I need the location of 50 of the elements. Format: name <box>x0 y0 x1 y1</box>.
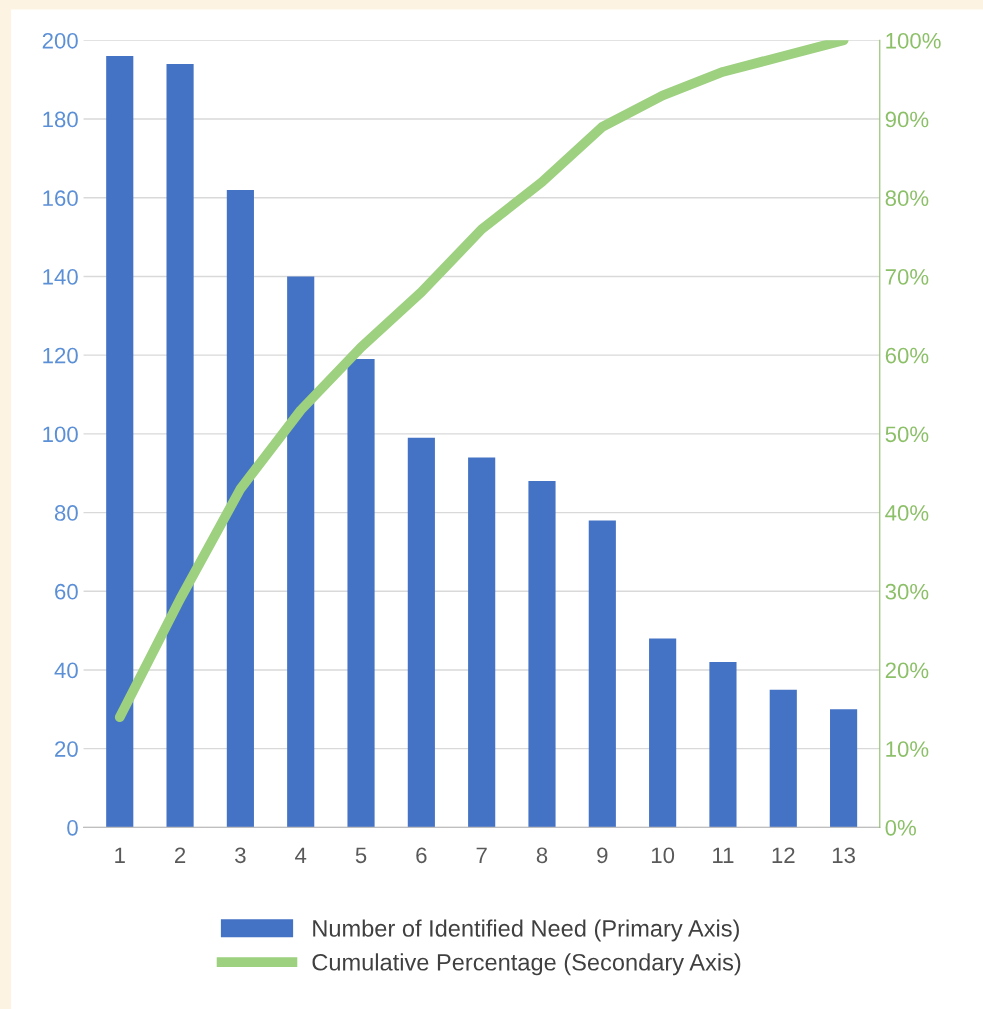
y2-tick-label: 70% <box>885 269 929 285</box>
y-tick-label: 80 <box>54 505 78 521</box>
y-tick-label: 200 <box>42 32 78 49</box>
x-tick-label: 7 <box>476 847 487 863</box>
bar <box>649 638 677 828</box>
x-tick-label: 2 <box>175 847 186 863</box>
bar <box>468 457 496 828</box>
x-tick-label: 3 <box>235 847 246 864</box>
x-tick-label: 12 <box>772 847 795 863</box>
x-tick-label: 8 <box>536 847 548 864</box>
y2-tick-label: 60% <box>885 347 929 364</box>
y2-tick-label: 20% <box>885 662 929 679</box>
y-tick-label: 120 <box>43 347 78 364</box>
x-tick-label: 1 <box>115 847 125 863</box>
y2-tick-label: 50% <box>885 426 929 443</box>
legend-label: Cumulative Percentage (Secondary Axis) <box>312 953 741 976</box>
bar <box>287 276 315 828</box>
x-tick-label: 11 <box>713 847 734 863</box>
y2-tick-label: 10% <box>886 741 929 757</box>
y2-tick-label: 100% <box>886 32 941 49</box>
y-tick-label: 160 <box>43 190 78 207</box>
x-tick-label: 5 <box>355 847 367 864</box>
bar <box>226 189 254 828</box>
bar <box>588 520 616 828</box>
y-tick-label: 40 <box>54 662 78 679</box>
y-tick-label: 60 <box>55 583 78 600</box>
bar <box>709 662 737 828</box>
bar <box>528 481 556 828</box>
y-tick-label: 180 <box>43 111 78 128</box>
bar <box>769 689 797 828</box>
y-tick-label: 140 <box>43 269 78 285</box>
bar <box>830 709 858 828</box>
y2-tick-label: 30% <box>885 583 929 600</box>
x-tick-label: 10 <box>651 847 675 864</box>
y-tick-label: 0 <box>67 819 78 836</box>
y2-tick-label: 0% <box>885 819 916 836</box>
x-tick-label: 9 <box>597 847 608 864</box>
y-tick-label: 100 <box>43 426 78 443</box>
y2-tick-label: 80% <box>885 190 929 207</box>
y2-tick-label: 90% <box>885 111 929 128</box>
legend-label: Number of Identified Need (Primary Axis) <box>313 919 739 942</box>
x-tick-label: 13 <box>832 847 855 864</box>
bar <box>166 63 194 828</box>
bar <box>407 437 435 828</box>
bar <box>106 56 134 828</box>
x-tick-label: 6 <box>416 847 427 864</box>
y2-tick-label: 40% <box>885 505 929 521</box>
y-tick-label: 20 <box>55 741 78 757</box>
bar <box>347 359 375 828</box>
x-tick-label: 4 <box>295 847 307 863</box>
